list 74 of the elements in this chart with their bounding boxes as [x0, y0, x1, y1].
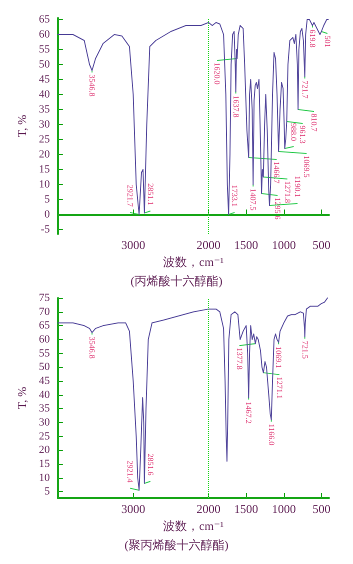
- annotation: 619.8: [308, 30, 317, 48]
- annotation: 1166.0: [266, 424, 276, 446]
- annotation: 1069.1: [274, 346, 284, 368]
- annotation: 2921.4: [126, 460, 135, 482]
- y-tick-label: 0: [44, 208, 50, 220]
- annotation: 3546.8: [88, 336, 97, 359]
- y-tick-label: 60: [38, 333, 50, 346]
- annotation: 1733.1: [230, 184, 240, 207]
- x-tick-label: 3000: [121, 238, 146, 252]
- annotation: 2851.1: [146, 183, 155, 206]
- x-tick-label: 1500: [234, 502, 258, 516]
- y-tick-label: 10: [38, 178, 50, 190]
- y-tick-label: 65: [38, 14, 50, 26]
- annotation: 3546.8: [88, 74, 97, 96]
- y-tick-label: 5: [44, 194, 50, 206]
- annotation: 1069.5: [302, 156, 312, 178]
- y-tick-label: 40: [38, 88, 50, 100]
- y-tick-label: 50: [38, 58, 50, 70]
- y-tick-label: 5: [44, 486, 50, 498]
- annotation: 2851.6: [146, 454, 155, 476]
- annotation: 1466.7: [272, 162, 282, 184]
- y-tick-label: 55: [38, 44, 50, 56]
- annotation: 1271.8: [282, 181, 292, 203]
- annotation: 721.5: [300, 340, 310, 359]
- annotation: 961.3: [298, 126, 308, 144]
- y-tick-label: 30: [38, 118, 50, 130]
- y-tick-label: 25: [38, 430, 50, 442]
- y-tick-label: 20: [38, 148, 50, 160]
- y-axis-title: T, %: [15, 114, 29, 138]
- y-tick-label: 35: [38, 104, 50, 116]
- x-tick-label: 1500: [234, 238, 258, 252]
- y-tick-label: 30: [38, 416, 50, 428]
- text: (聚丙烯酸十六醇酯): [124, 538, 228, 552]
- y-tick-label: 35: [38, 402, 50, 415]
- x-tick-label: 500: [312, 238, 330, 252]
- x-axis-title: 波数，cm⁻¹: [163, 518, 224, 533]
- annotation: 1377.8: [234, 348, 244, 370]
- x-tick-label: 2000: [196, 502, 221, 516]
- y-tick-label: 75: [38, 292, 50, 304]
- y-tick-label: 15: [38, 164, 50, 176]
- annotation: 1467.2: [244, 402, 254, 424]
- y-tick-label: 15: [38, 458, 50, 470]
- annotation: 810.7: [310, 114, 319, 132]
- annotation: 1407.5: [248, 188, 258, 210]
- annotation: 501: [322, 36, 332, 48]
- y-tick-label: 65: [38, 320, 50, 332]
- x-tick-label: 3000: [121, 502, 146, 516]
- y-tick-label: 60: [38, 28, 50, 40]
- annotation: 988.0: [289, 123, 298, 141]
- x-axis-title: 波数，cm⁻¹: [163, 254, 224, 269]
- annotation: 1295.6: [273, 198, 282, 220]
- y-tick-label: 55: [38, 347, 50, 360]
- annotation: 1620.0: [212, 62, 222, 84]
- x-tick-label: 2000: [196, 238, 221, 252]
- annotation: 1637.8: [231, 96, 240, 118]
- annotation: 721.7: [300, 80, 310, 98]
- x-tick-label: 1000: [272, 502, 296, 516]
- line-series: [57, 298, 328, 491]
- y-tick-label: 45: [38, 374, 50, 387]
- x-tick-label: 500: [312, 502, 330, 516]
- y-tick-label: 40: [38, 388, 50, 401]
- y-tick-label: 10: [38, 472, 50, 484]
- y-tick-label: 25: [38, 134, 50, 146]
- annotation: 1271.1: [274, 376, 284, 399]
- x-tick-label: 1000: [272, 238, 296, 252]
- y-tick-label: 70: [38, 306, 50, 318]
- y-axis-title: T, %: [15, 386, 29, 410]
- annotation: 2921.7: [126, 184, 135, 207]
- y-tick-label: -5: [40, 224, 50, 236]
- y-tick-label: 45: [38, 74, 50, 86]
- annotation: 1190.1: [293, 176, 302, 198]
- y-tick-label: 20: [38, 444, 50, 456]
- text: (丙烯酸十六醇酯): [130, 274, 222, 288]
- y-tick-label: 50: [38, 361, 50, 374]
